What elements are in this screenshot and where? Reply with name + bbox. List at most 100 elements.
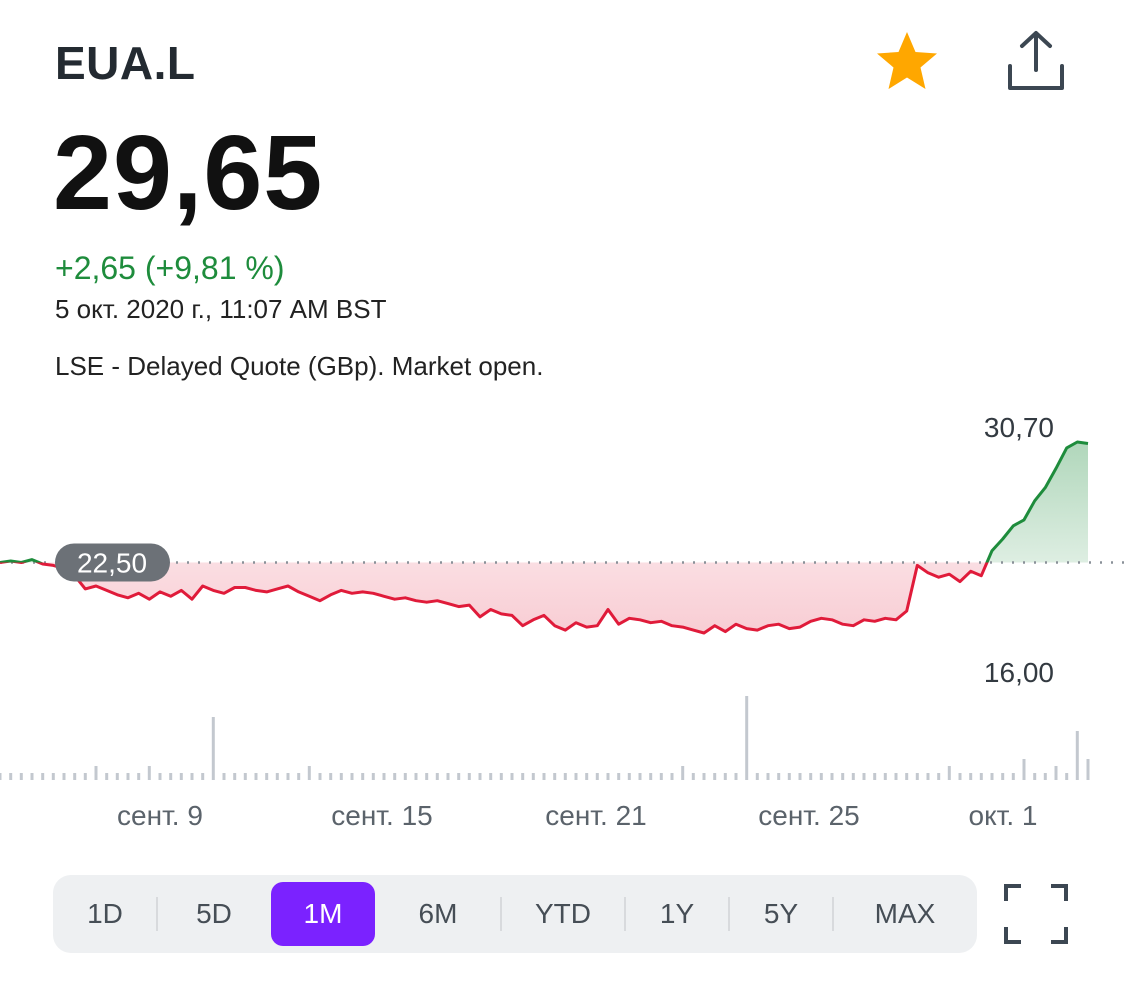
volume-bar	[723, 773, 727, 780]
volume-bar	[147, 766, 151, 780]
range-separator	[624, 897, 626, 931]
volume-bar	[115, 773, 119, 780]
volume-bar	[137, 773, 141, 780]
volume-bar	[531, 773, 535, 780]
volume-bar	[638, 773, 642, 780]
range-tab-5y[interactable]: 5Y	[763, 898, 799, 929]
volume-bar	[9, 773, 13, 780]
volume-bar	[915, 773, 919, 780]
volume-bar	[169, 773, 173, 780]
volume-bar	[649, 773, 653, 780]
watchlist-star-button[interactable]	[872, 28, 942, 94]
range-tab-ytd[interactable]: YTD	[535, 898, 591, 929]
fullscreen-button[interactable]	[1003, 883, 1069, 945]
share-button[interactable]	[1000, 28, 1072, 96]
volume-bar	[425, 773, 429, 780]
volume-bar	[1075, 731, 1079, 780]
volume-bar	[41, 773, 45, 780]
volume-bar	[51, 773, 55, 780]
range-tab-6m[interactable]: 6M	[418, 898, 458, 929]
share-icon	[1008, 31, 1064, 90]
range-tab-1m[interactable]: 1M	[271, 882, 375, 946]
x-tick-label: окт. 1	[969, 800, 1038, 831]
volume-bar	[403, 773, 407, 780]
x-tick-label: сент. 21	[545, 800, 646, 831]
volume-bar	[830, 773, 834, 780]
price-line-below	[0, 562, 989, 635]
volume-bar	[510, 773, 514, 780]
previous-close-label: 22,50	[77, 547, 147, 578]
volume-bar	[1086, 759, 1090, 780]
x-tick-label: сент. 15	[331, 800, 432, 831]
volume-bar	[190, 773, 194, 780]
volume-bar	[233, 773, 237, 780]
range-separator	[156, 897, 158, 931]
volume-bar	[894, 773, 898, 780]
volume-bar	[222, 773, 226, 780]
volume-bar	[307, 766, 311, 780]
volume-bar	[1001, 773, 1005, 780]
range-tab-max[interactable]: MAX	[874, 898, 936, 929]
volume-bar	[30, 773, 34, 780]
previous-close-badge: 22,50	[55, 543, 170, 582]
volume-bar	[851, 773, 855, 780]
volume-bar	[873, 773, 877, 780]
exchange-note: LSE - Delayed Quote (GBp). Market open.	[55, 351, 544, 381]
volume-bar	[499, 773, 503, 780]
range-separator	[832, 897, 834, 931]
volume-bar	[1033, 773, 1037, 780]
volume-bar	[713, 773, 717, 780]
volume-bar	[617, 773, 621, 780]
volume-bar	[0, 773, 2, 780]
volume-bar	[969, 773, 973, 780]
volume-bar	[1043, 773, 1047, 780]
volume-bar	[542, 773, 546, 780]
volume-bar	[489, 773, 493, 780]
below-close-area	[0, 562, 1088, 633]
volume-bar	[606, 773, 610, 780]
volume-bar	[937, 773, 941, 780]
volume-bar	[926, 773, 930, 780]
volume-bar	[94, 766, 98, 780]
volume-bar	[83, 773, 87, 780]
volume-bar	[755, 773, 759, 780]
volume-bar	[393, 773, 397, 780]
current-price: 29,65	[53, 114, 324, 232]
volume-bar	[681, 766, 685, 780]
volume-bar	[414, 773, 418, 780]
price-chart[interactable]: 22,50 30,70 16,00 сент. 9 сент. 15 сент. 2…	[0, 400, 1124, 840]
volume-bar	[521, 773, 525, 780]
volume-bar	[105, 773, 109, 780]
volume-bar	[371, 773, 375, 780]
volume-bar	[670, 773, 674, 780]
volume-bar	[318, 773, 322, 780]
high-price-label: 30,70	[984, 412, 1054, 443]
volume-bar	[275, 773, 279, 780]
fullscreen-icon	[1004, 884, 1068, 944]
volume-bar	[446, 773, 450, 780]
volume-bar	[553, 773, 557, 780]
volume-bar	[350, 773, 354, 780]
range-tab-5d[interactable]: 5D	[196, 898, 232, 929]
volume-bar	[126, 773, 130, 780]
x-tick-label: сент. 9	[117, 800, 203, 831]
volume-bar	[798, 773, 802, 780]
volume-bar	[947, 766, 951, 780]
volume-bar	[787, 773, 791, 780]
volume-bar	[19, 773, 23, 780]
volume-bar	[979, 773, 983, 780]
volume-bar	[777, 773, 781, 780]
volume-bar	[702, 773, 706, 780]
volume-bar	[734, 773, 738, 780]
volume-bar	[329, 773, 333, 780]
volume-bar	[809, 773, 813, 780]
volume-bar	[286, 773, 290, 780]
volume-bar	[595, 773, 599, 780]
range-tab-1y[interactable]: 1Y	[659, 898, 695, 929]
range-tab-1d[interactable]: 1D	[87, 898, 123, 929]
volume-bar	[265, 773, 269, 780]
volume-bar	[1011, 773, 1015, 780]
volume-bar	[627, 773, 631, 780]
volume-bar	[766, 773, 770, 780]
range-separator	[728, 897, 730, 931]
